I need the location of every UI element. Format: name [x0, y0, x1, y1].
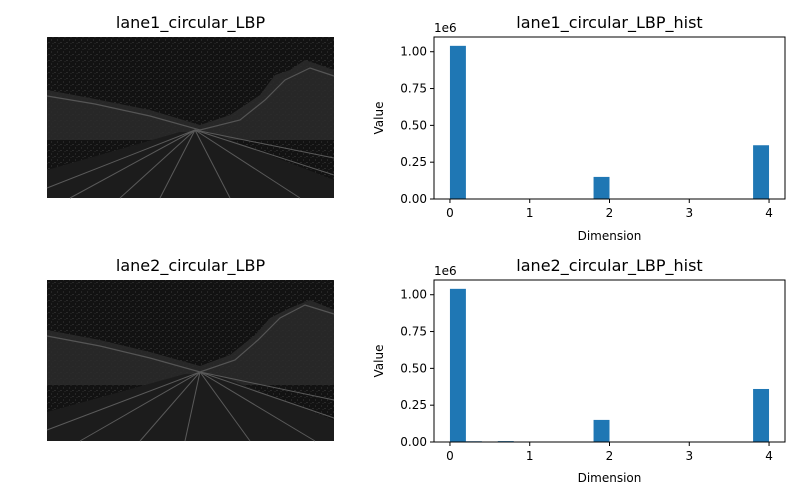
y-tick-label: 1.00 — [400, 45, 427, 59]
lbp-image-lane2 — [46, 280, 335, 442]
plot-frame — [433, 279, 786, 443]
y-tick-label: 0.50 — [400, 118, 427, 132]
hist-bar — [593, 176, 610, 199]
hist-bar — [449, 45, 466, 200]
y-offset-label: 1e6 — [434, 21, 457, 35]
y-axis: 0.00 0.25 0.50 0.75 1.00 — [400, 288, 434, 449]
y-axis-label: Value — [372, 345, 386, 378]
image-title-lane1: lane1_circular_LBP — [116, 13, 266, 33]
lbp-image-lane1 — [46, 37, 335, 199]
image-panel-lane2: lane2_circular_LBP — [46, 256, 335, 442]
x-axis: 0 1 2 3 4 — [446, 199, 773, 220]
x-tick-label: 3 — [685, 206, 693, 220]
x-tick-label: 4 — [765, 206, 773, 220]
chart-title: lane1_circular_LBP_hist — [516, 13, 702, 33]
x-tick-label: 2 — [606, 449, 614, 463]
y-tick-label: 0.25 — [400, 155, 427, 169]
bars-group — [449, 288, 770, 442]
y-tick-label: 0.00 — [400, 192, 427, 206]
x-tick-label: 0 — [446, 206, 454, 220]
hist-bar — [593, 419, 610, 442]
chart-title: lane2_circular_LBP_hist — [516, 256, 702, 276]
y-axis-label: Value — [372, 102, 386, 135]
x-tick-label: 1 — [526, 449, 534, 463]
x-axis-label: Dimension — [578, 229, 642, 243]
bars-group — [449, 45, 770, 200]
image-panel-lane1: lane1_circular_LBP — [46, 13, 335, 199]
image-title-lane2: lane2_circular_LBP — [116, 256, 266, 276]
x-tick-label: 4 — [765, 449, 773, 463]
x-tick-label: 0 — [446, 449, 454, 463]
x-tick-label: 3 — [685, 449, 693, 463]
x-tick-label: 1 — [526, 206, 534, 220]
y-tick-label: 0.00 — [400, 435, 427, 449]
y-tick-label: 1.00 — [400, 288, 427, 302]
y-tick-label: 0.25 — [400, 398, 427, 412]
hist-bar — [753, 145, 770, 199]
y-tick-label: 0.75 — [400, 325, 427, 339]
plot-frame — [433, 36, 786, 200]
x-tick-label: 2 — [606, 206, 614, 220]
y-axis: 0.00 0.25 0.50 0.75 1.00 — [400, 45, 434, 206]
x-axis: 0 1 2 3 4 — [446, 442, 773, 463]
y-offset-label: 1e6 — [434, 264, 457, 278]
y-tick-label: 0.75 — [400, 82, 427, 96]
hist-bar — [753, 388, 770, 442]
x-axis-label: Dimension — [578, 471, 642, 485]
y-tick-label: 0.50 — [400, 361, 427, 375]
hist-bar — [449, 288, 466, 442]
